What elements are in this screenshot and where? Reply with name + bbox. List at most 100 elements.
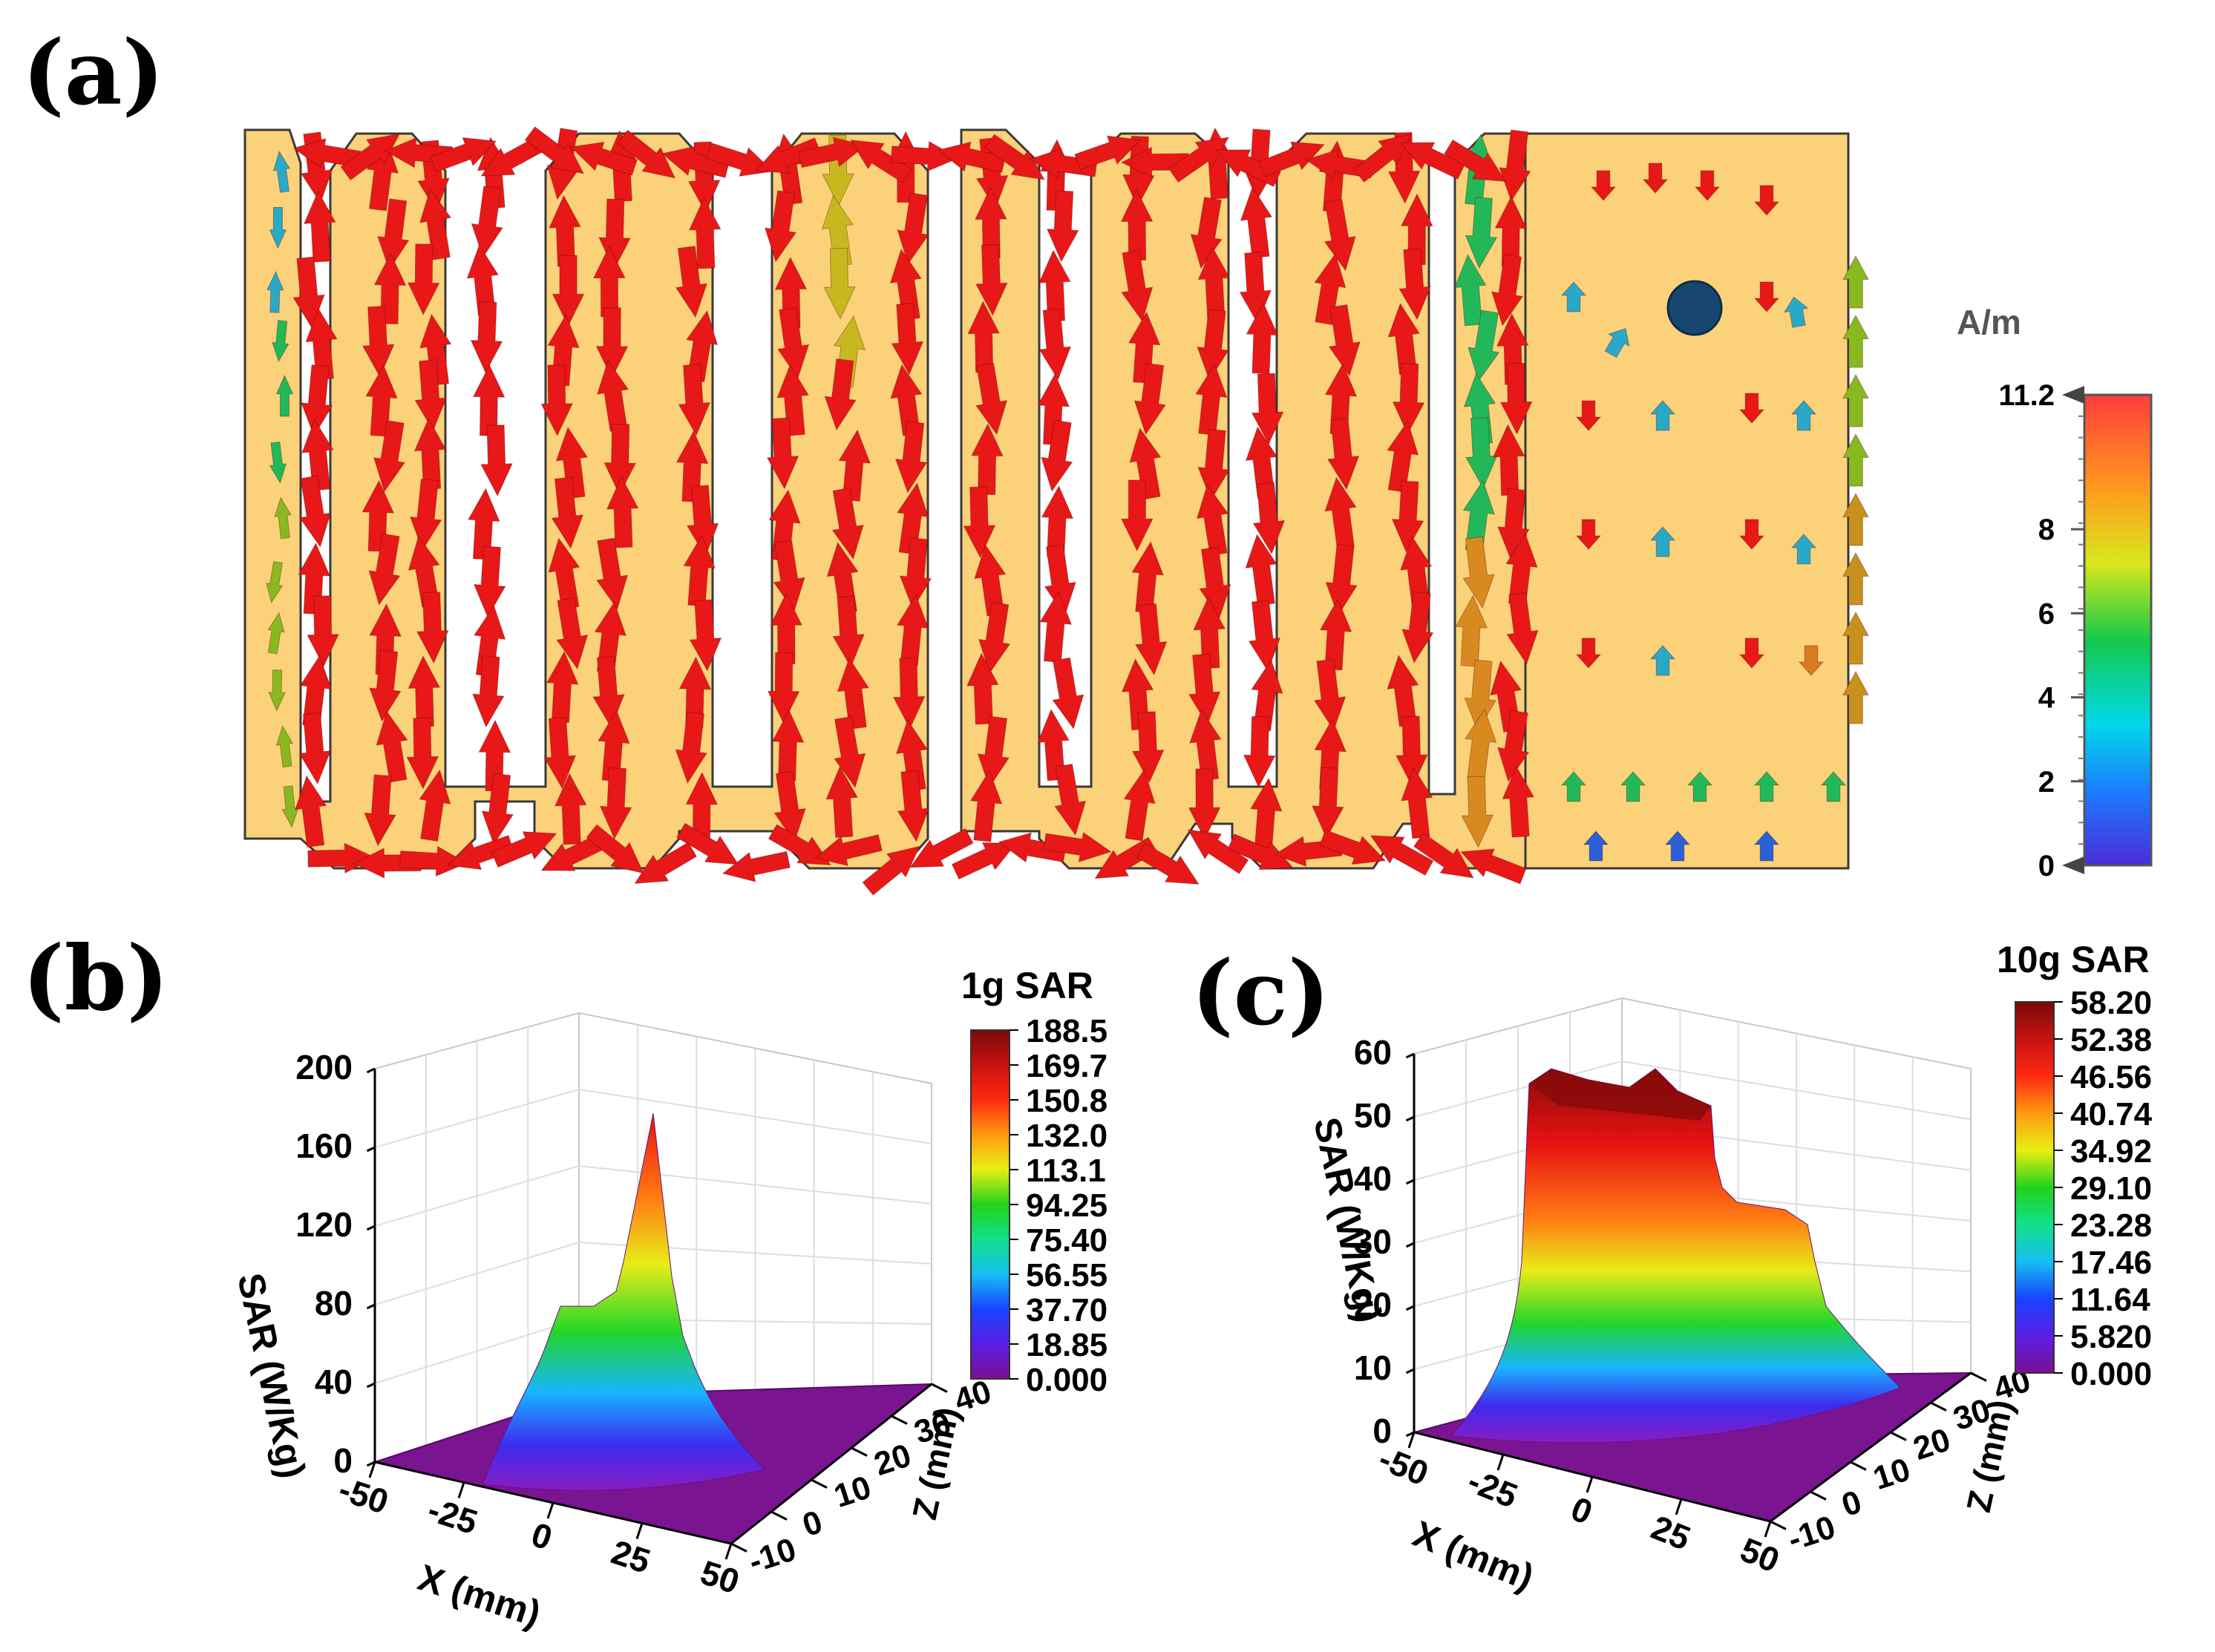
axis-tick-label: 0: [1565, 1489, 1597, 1532]
current-arrow: [1245, 534, 1277, 606]
current-arrow: [1131, 711, 1165, 784]
current-arrow: [1193, 597, 1226, 669]
current-arrow: [617, 129, 676, 179]
current-arrow: [586, 824, 644, 874]
current-arrow: [755, 137, 822, 174]
sar-plateau-c: [1450, 1068, 1901, 1443]
current-arrow: [471, 186, 503, 258]
current-arrow: [1319, 829, 1387, 865]
axis-tick-label: 40: [315, 1363, 353, 1401]
current-arrow: [292, 256, 325, 329]
y-axis-b: [730, 1383, 932, 1545]
current-arrow: [419, 769, 451, 842]
current-arrow: [951, 842, 1017, 880]
colorbar-tick-label: 56.55: [1026, 1257, 1108, 1294]
current-arrow: [764, 190, 797, 263]
current-arrow: [1753, 281, 1780, 312]
zlabel-c: SAR (W/Kg): [1306, 1114, 1390, 1326]
feed-point: [1666, 280, 1723, 336]
current-arrow: [1444, 139, 1507, 183]
current-arrow: [473, 545, 506, 618]
current-arrow: [266, 561, 284, 604]
axis-tick-label: 40: [1354, 1159, 1392, 1198]
current-arrow: [491, 831, 557, 868]
current-arrow: [413, 417, 447, 490]
panel-label-a: (a): [22, 21, 164, 125]
current-arrow: [272, 320, 289, 363]
current-arrow: [447, 835, 514, 871]
current-arrow: [773, 540, 805, 612]
current-arrow: [603, 423, 637, 496]
axis-tick-label: 10: [1354, 1348, 1392, 1387]
current-arrow: [768, 824, 831, 866]
zlabel-b: SAR (W/Kg): [229, 1270, 313, 1482]
current-arrow: [1251, 659, 1283, 732]
current-arrow: [1047, 190, 1079, 263]
axis-tick-label: -10: [1784, 1509, 1840, 1558]
current-arrow: [1197, 246, 1231, 318]
current-arrow: [1842, 611, 1869, 665]
current-arrow: [1575, 637, 1602, 669]
current-arrow: [1134, 603, 1168, 676]
y-axis-c: [1770, 1371, 1972, 1523]
current-arrow: [1575, 519, 1602, 550]
current-arrow: [1649, 400, 1676, 431]
current-arrow: [1783, 296, 1809, 328]
current-arrow: [414, 359, 447, 432]
current-arrow: [1398, 248, 1431, 321]
current-arrow: [416, 591, 449, 664]
current-arrow: [1455, 594, 1488, 667]
current-arrow: [826, 542, 859, 614]
current-arrow: [1243, 715, 1276, 788]
current-arrow: [1401, 767, 1433, 839]
current-arrow: [592, 655, 625, 729]
current-arrow: [1506, 592, 1539, 665]
current-arrow: [1319, 598, 1352, 671]
current-arrow: [1583, 830, 1609, 862]
current-arrow: [894, 421, 928, 494]
current-arrow: [1686, 771, 1713, 802]
current-arrow: [823, 247, 856, 320]
colorbar-tick-label: 29.10: [2070, 1170, 2152, 1207]
current-arrow: [899, 537, 932, 610]
current-arrow: [376, 710, 408, 783]
current-arrow: [683, 534, 716, 607]
current-arrow: [1120, 189, 1154, 261]
colorbar-tick-label: 188.5: [1026, 1013, 1108, 1049]
current-arrow: [963, 486, 996, 559]
current-arrow: [1328, 304, 1361, 377]
current-arrow: [1197, 428, 1230, 502]
current-arrow: [1842, 373, 1869, 427]
current-arrow: [1188, 653, 1221, 726]
current-arrow: [1391, 480, 1424, 553]
current-arrow: [524, 126, 584, 174]
colorbar-tick-label: 52.38: [2070, 1022, 2152, 1058]
colorbar-bar-b: [970, 1029, 1010, 1380]
current-arrow: [824, 358, 857, 431]
current-arrow: [1401, 193, 1433, 266]
current-arrow: [1560, 771, 1587, 802]
current-arrow: [1094, 836, 1157, 879]
scale-tick-label: 11.2: [1998, 379, 2055, 412]
current-arrow: [897, 770, 930, 842]
axis-tick-label: 30: [1354, 1222, 1392, 1261]
current-arrow: [706, 142, 773, 177]
current-arrow: [1491, 254, 1524, 327]
current-arrow: [552, 255, 585, 327]
current-arrow: [1820, 771, 1847, 802]
current-arrow: [298, 712, 331, 785]
current-arrow: [301, 364, 333, 437]
current-arrow: [1187, 829, 1249, 874]
current-arrow: [1052, 657, 1084, 730]
current-arrow: [1842, 551, 1869, 606]
current-arrow: [369, 649, 402, 722]
current-arrow: [1642, 163, 1669, 194]
current-arrow: [481, 773, 514, 846]
current-arrow: [837, 657, 869, 730]
current-arrow: [722, 850, 791, 882]
colorbar-tick-label: 18.85: [1026, 1327, 1108, 1363]
scale-max-marker: [2062, 386, 2084, 404]
current-scale-bar: [2083, 393, 2153, 867]
